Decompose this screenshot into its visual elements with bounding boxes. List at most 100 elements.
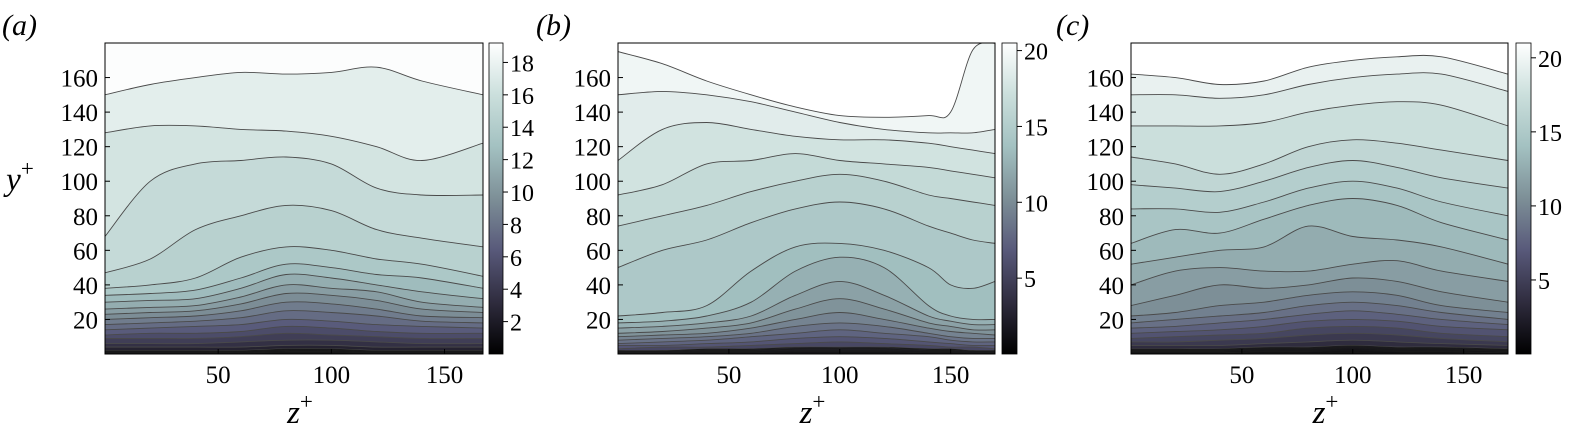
contour-line-12 — [1131, 310, 1508, 329]
contour-line-5 — [618, 201, 995, 269]
colorbar: 5 10 15 20 — [1515, 42, 1562, 355]
contour-wall-line-10 — [105, 351, 483, 353]
x-tick-label: 100 — [821, 362, 859, 389]
contour-line-13 — [618, 336, 995, 346]
contour-line-6 — [105, 273, 483, 303]
x-axis-label: z+ — [799, 389, 826, 431]
contour-wall-line-6 — [105, 350, 483, 353]
x-tick-label: 100 — [313, 362, 351, 389]
y-tick-label: 40 — [73, 273, 98, 300]
plot-frame — [104, 42, 484, 355]
contour-line-0 — [618, 43, 995, 119]
y-tick-label: 100 — [61, 169, 99, 196]
panel-a: 50 100 150 20 40 60 80 100 120 140 160 z+ y+ (a) 2 4 6 8 1… — [2, 9, 534, 431]
contour-line-3 — [618, 153, 995, 196]
contour-line-7 — [618, 256, 995, 324]
x-tick-label: 50 — [716, 362, 741, 389]
y-tick-label: 20 — [586, 307, 611, 334]
plot-frame — [617, 42, 996, 355]
contour-wall-line-0 — [1131, 345, 1508, 350]
contour-line-15 — [1131, 332, 1508, 343]
colorbar-tick-label: 14 — [510, 116, 534, 142]
y-tick-label: 80 — [586, 204, 611, 231]
x-tick-label: 150 — [1445, 362, 1483, 389]
colorbar-tick-label: 6 — [510, 246, 522, 272]
colorbar-tick-label: 16 — [510, 84, 534, 110]
contour-field — [105, 43, 483, 354]
colorbar-tick-label: 5 — [1538, 269, 1550, 295]
x-tick-label: 50 — [206, 362, 231, 389]
x-axis-label: z+ — [1312, 389, 1339, 431]
contour-line-9 — [105, 301, 483, 320]
panel-b: 50 100 150 20 40 60 80 100 120 140 160 z+ (b) 5 10 15 20 — [536, 9, 1048, 431]
contour-line-0 — [105, 66, 483, 96]
y-tick-label: 60 — [1099, 238, 1124, 265]
contour-wall-line-4 — [618, 348, 995, 352]
contour-field — [618, 43, 995, 354]
y-tick-label: 80 — [73, 204, 98, 231]
contour-line-13 — [105, 332, 483, 339]
contour-line-11 — [1131, 301, 1508, 324]
contour-line-3 — [1131, 139, 1508, 175]
panel-label: (c) — [1056, 9, 1089, 42]
colorbar-tick-label: 5 — [1024, 267, 1036, 293]
contour-line-14 — [105, 339, 483, 345]
colorbar-gradient — [1001, 42, 1018, 355]
contour-line-9 — [1131, 277, 1508, 307]
contour-wall-line-2 — [105, 349, 483, 352]
contour-wall-line-12 — [1131, 350, 1508, 353]
y-tick-label: 160 — [61, 66, 99, 93]
y-tick-label: 140 — [1087, 100, 1125, 127]
colorbar-tick-label: 18 — [510, 51, 534, 77]
contour-line-3 — [105, 204, 483, 274]
colorbar-tick-label: 4 — [510, 278, 522, 304]
colorbar-tick-label: 12 — [510, 149, 534, 175]
colorbar: 2 4 6 8 10 12 14 16 18 — [488, 42, 534, 355]
colorbar-tick-label: 20 — [1024, 40, 1048, 66]
colorbar-tick-label: 20 — [1538, 47, 1562, 73]
y-tick-label: 20 — [73, 307, 98, 334]
colorbar-tick-label: 10 — [1538, 195, 1562, 221]
contour-wall-line-10 — [1131, 350, 1508, 353]
y-tick-label: 140 — [61, 100, 99, 127]
contour-line-8 — [1131, 259, 1508, 286]
y-tick-label: 40 — [586, 273, 611, 300]
contour-line-15 — [105, 344, 483, 348]
contour-line-1 — [105, 124, 483, 161]
contour-line-11 — [618, 322, 995, 341]
contour-line-6 — [1131, 198, 1508, 244]
colorbar-gradient — [1515, 42, 1532, 355]
colorbar-tick-label: 2 — [510, 311, 522, 337]
contour-line-0 — [1131, 54, 1508, 86]
contour-line-16 — [1131, 339, 1508, 346]
contour-field — [1131, 43, 1508, 354]
plot-frame — [1130, 42, 1509, 355]
contour-line-4 — [105, 246, 483, 289]
colorbar-tick-label: 8 — [510, 213, 522, 239]
y-tick-label: 20 — [1099, 307, 1124, 334]
contour-wall-line-0 — [618, 347, 995, 352]
contour-line-10 — [105, 310, 483, 326]
y-tick-label: 100 — [1087, 169, 1125, 196]
y-tick-label: 100 — [574, 169, 612, 196]
contour-line-13 — [1131, 318, 1508, 334]
contour-line-2 — [105, 156, 483, 237]
y-axis-label: y+ — [3, 156, 34, 198]
y-tick-label: 140 — [574, 100, 612, 127]
contour-line-4 — [618, 173, 995, 227]
y-tick-label: 80 — [1099, 204, 1124, 231]
y-tick-label: 60 — [586, 238, 611, 265]
contour-line-5 — [105, 263, 483, 296]
contour-line-12 — [105, 325, 483, 336]
contour-line-7 — [1131, 225, 1508, 265]
panel-label: (a) — [2, 9, 37, 42]
y-tick-label: 120 — [574, 135, 612, 162]
contour-line-8 — [618, 280, 995, 329]
panel-label: (b) — [536, 9, 571, 42]
y-tick-label: 160 — [1087, 66, 1125, 93]
colorbar-gradient — [488, 42, 504, 355]
colorbar-tick-label: 15 — [1024, 115, 1048, 141]
x-tick-label: 150 — [426, 362, 464, 389]
contour-line-11 — [105, 318, 483, 331]
